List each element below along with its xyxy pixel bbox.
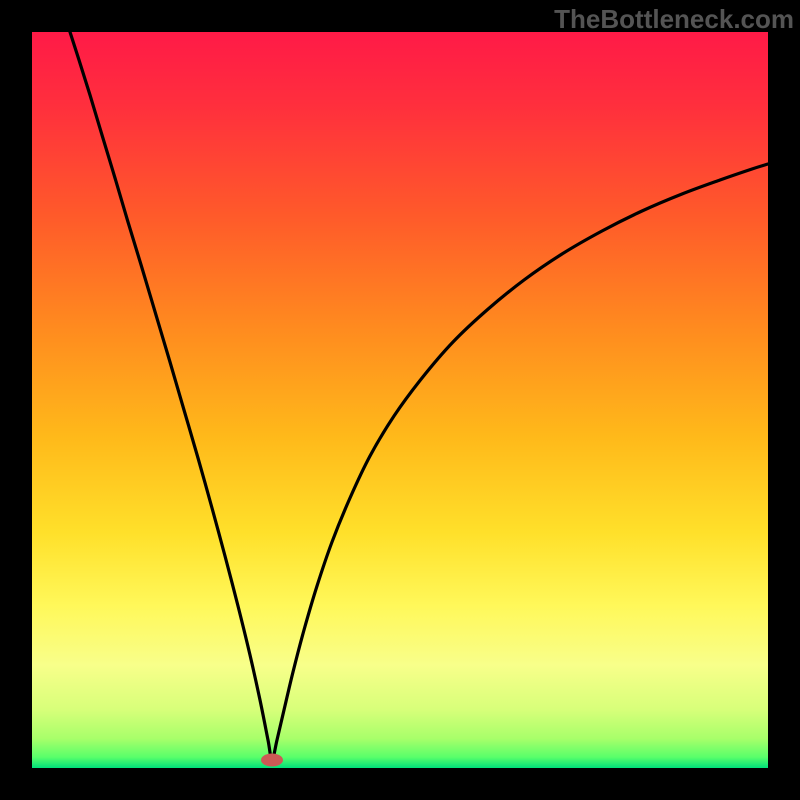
chart-container: TheBottleneck.com: [0, 0, 800, 800]
watermark-text: TheBottleneck.com: [554, 4, 794, 35]
plot-gradient-background: [32, 32, 768, 768]
